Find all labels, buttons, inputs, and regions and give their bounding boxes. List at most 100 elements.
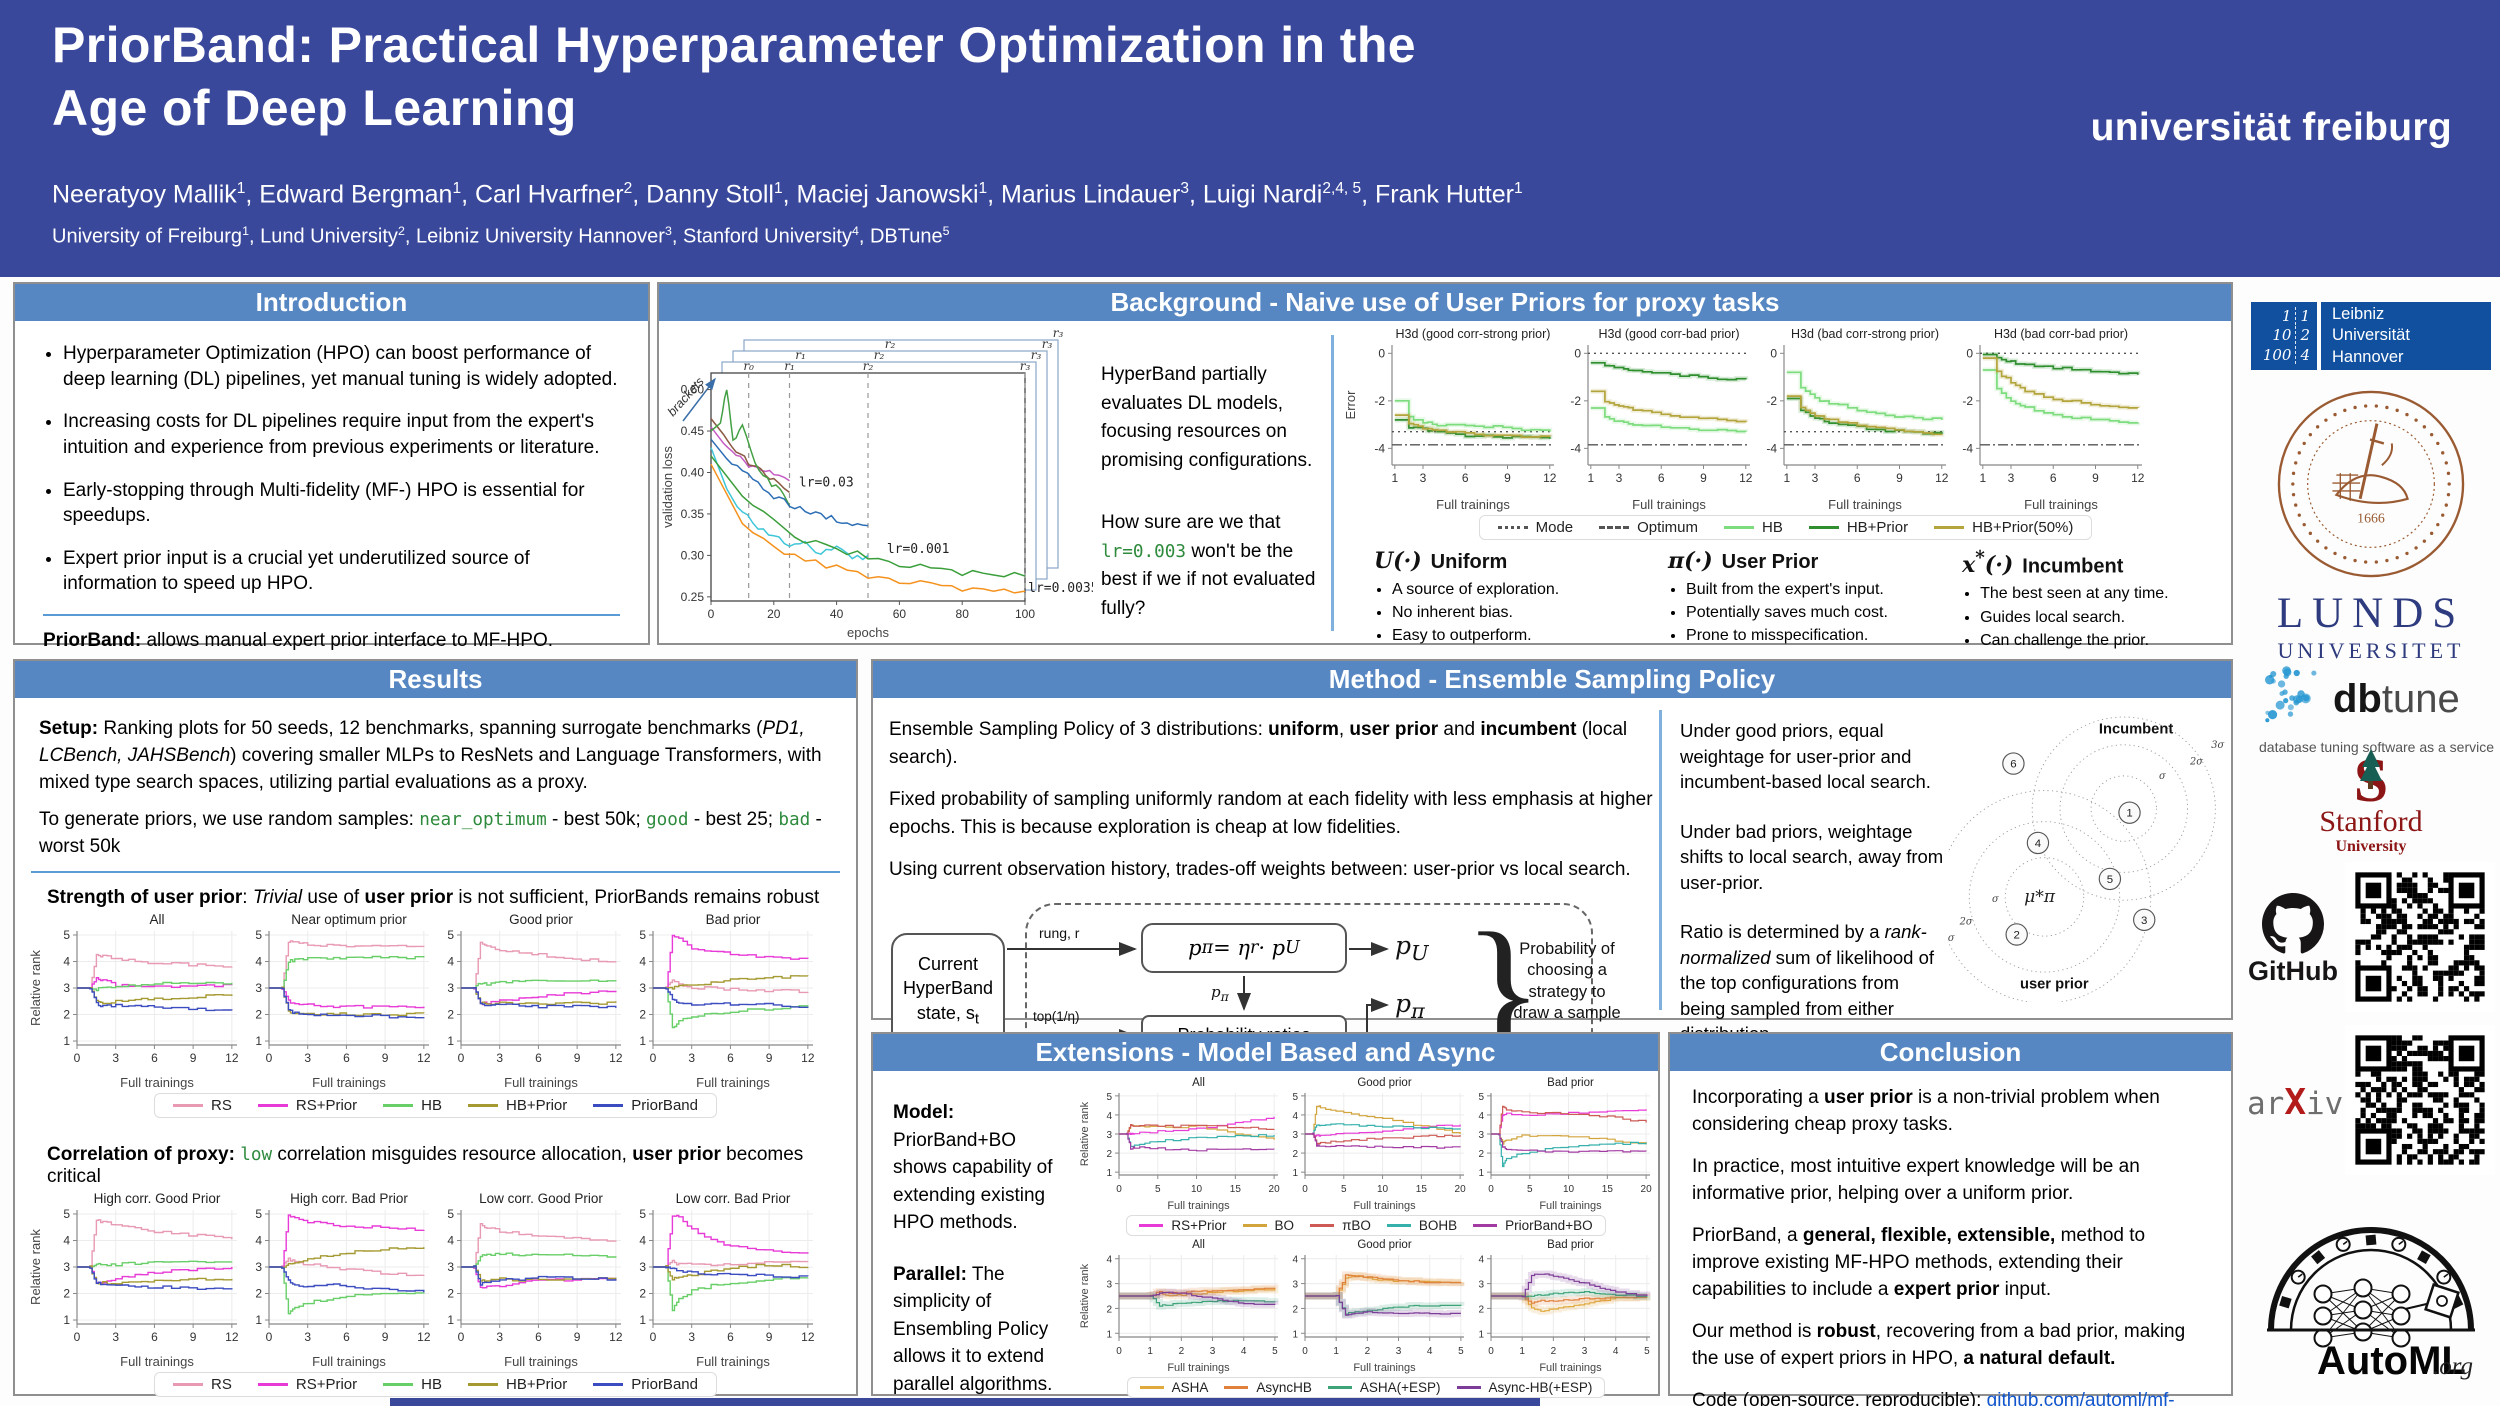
github-octocat-svg [2262, 892, 2324, 953]
conclusion-header: Conclusion [1670, 1034, 2231, 1071]
svg-text:3: 3 [1292, 1130, 1298, 1141]
svg-text:2: 2 [639, 1286, 646, 1300]
svg-text:High corr. Bad Prior: High corr. Bad Prior [290, 1191, 408, 1206]
svg-text:3: 3 [2141, 915, 2147, 927]
svg-text:Full trainings: Full trainings [1436, 497, 1510, 512]
svg-text:3σ: 3σ [1948, 933, 1955, 944]
svg-text:40: 40 [830, 607, 844, 621]
method-right-text: Under good priors, equal weightage for u… [1680, 720, 1944, 1044]
svg-text:0: 0 [1116, 1184, 1122, 1195]
poster-title-line2: Age of Deep Learning [52, 80, 577, 136]
rung-label: rung, r [1039, 924, 1080, 941]
distribution-uniform: U(·)Uniform A source of exploration. No … [1344, 548, 1638, 654]
dbtune-dots-svg [2264, 666, 2317, 723]
distribution-user-prior: π(·)User Prior Built from the expert's i… [1638, 548, 1932, 654]
method-para: Fixed probability of sampling uniformly … [889, 789, 1653, 838]
model-legend: RS+Prior BO πBO BOHB PriorBand+BO [1126, 1215, 1606, 1236]
svg-text:4: 4 [1106, 1111, 1112, 1122]
svg-text:1: 1 [447, 1313, 454, 1327]
top-configs-label1: top(1/η) [1033, 1008, 1080, 1024]
results-priors: To generate priors, we use random sample… [39, 808, 822, 857]
svg-text:5: 5 [447, 928, 454, 942]
svg-text:9: 9 [382, 1330, 389, 1344]
svg-text:6: 6 [1658, 471, 1665, 485]
svg-text:3: 3 [255, 981, 262, 995]
svg-text:1: 1 [2126, 808, 2132, 820]
svg-text:Full trainings: Full trainings [1828, 497, 1902, 512]
link[interactable]: github.com/automl/mf-prior-exp [1986, 1390, 2175, 1406]
svg-text:3: 3 [63, 981, 70, 995]
svg-text:5: 5 [1341, 1184, 1347, 1195]
legend-item: HB+Prior [467, 1097, 567, 1114]
chart-panel: 1 3 6 9 12 0 -2 -4 H3d (good corr-bad prior) Full… [1570, 327, 1753, 512]
parallel-legend: ASHA AsyncHB ASHA(+ESP) Async-HB(+ESP) [1126, 1376, 1606, 1398]
svg-text:4: 4 [2035, 838, 2042, 850]
svg-text:60: 60 [893, 607, 907, 621]
svg-text:0: 0 [266, 1330, 273, 1344]
distribution-incumbent: x*(·)Incumbent The best seen at any time… [1932, 548, 2226, 654]
svg-text:0.40: 0.40 [681, 465, 705, 479]
chart-panel: 1 3 6 9 12 0 -2 -4 H3d (bad corr-strong prior) Fu… [1766, 327, 1948, 512]
chart-panel: 0 5 10 15 20 1 2 3 4 5 All Full trainings Relative r… [1079, 1077, 1280, 1212]
legend-item: BOHB [1386, 1218, 1457, 1233]
correlation-legend: RS RS+Prior HB HB+Prior PriorBand [154, 1371, 717, 1397]
svg-text:2: 2 [2013, 930, 2019, 942]
header: PriorBand: Practical Hyperparameter Opti… [0, 0, 2500, 277]
svg-text:3: 3 [2008, 471, 2015, 485]
svg-text:0: 0 [708, 607, 715, 621]
svg-text:r₂: r₂ [874, 348, 885, 362]
svg-text:4: 4 [1292, 1254, 1298, 1265]
results-header: Results [15, 661, 856, 698]
svg-text:9: 9 [1504, 471, 1511, 485]
svg-text:6: 6 [2010, 759, 2016, 771]
svg-text:Good prior: Good prior [509, 912, 573, 927]
svg-text:5: 5 [1292, 1092, 1298, 1103]
svg-text:0.35: 0.35 [681, 507, 705, 521]
svg-text:6: 6 [1462, 471, 1469, 485]
svg-text:All: All [1192, 1077, 1205, 1089]
svg-text:4: 4 [639, 954, 646, 968]
legend-item: HB+Prior [1808, 519, 1908, 536]
svg-text:High corr. Good Prior: High corr. Good Prior [94, 1191, 221, 1206]
legend-item: Optimum [1599, 519, 1698, 536]
svg-text:All: All [1192, 1239, 1205, 1251]
dbtune-dots-icon [2259, 664, 2323, 735]
svg-text:3: 3 [639, 1260, 646, 1274]
svg-text:5: 5 [1644, 1346, 1650, 1357]
svg-text:20: 20 [767, 607, 781, 621]
stanford-icon: SStanfordUniversity [2245, 745, 2497, 862]
svg-text:5: 5 [2107, 874, 2113, 886]
svg-text:1: 1 [1783, 471, 1790, 485]
svg-text:100: 100 [1015, 607, 1035, 621]
hyperband-loss-chart: r₃ r₂ r₃ r₁ r₂ r₃ r₀ r₁ r₂ r₃ brackets 0 20 40 60 80 100… [659, 321, 1114, 645]
h3d-charts: 1 3 6 9 12 0 -2 -4 H3d (good corr-strong prior) F… [1344, 323, 2227, 515]
svg-text:0: 0 [1966, 346, 1973, 360]
method-header: Method - Ensemble Sampling Policy [873, 661, 2231, 698]
svg-text:20: 20 [1455, 1184, 1467, 1195]
brace-text: Probability of choosing a strategy to dr… [1513, 939, 1621, 1023]
qr-svg [2345, 1025, 2495, 1175]
svg-text:6: 6 [343, 1051, 350, 1065]
intro-bullet: Early-stopping through Multi-fidelity (M… [63, 478, 622, 529]
svg-text:1: 1 [447, 1034, 454, 1048]
svg-text:12: 12 [609, 1051, 623, 1065]
legend-item: PriorBand [593, 1376, 698, 1393]
lund-seal-icon: 1666 [2245, 388, 2497, 585]
svg-text:Full trainings: Full trainings [1632, 497, 1706, 512]
svg-text:5: 5 [1458, 1346, 1464, 1357]
svg-text:0: 0 [1302, 1346, 1308, 1357]
svg-text:12: 12 [1739, 471, 1753, 485]
svg-text:-2: -2 [1374, 394, 1385, 408]
svg-text:4: 4 [1241, 1346, 1247, 1357]
svg-text:9: 9 [1700, 471, 1707, 485]
svg-text:3: 3 [1478, 1130, 1484, 1141]
svg-text:1: 1 [1333, 1346, 1339, 1357]
svg-text:9: 9 [766, 1330, 773, 1344]
svg-text:4: 4 [1106, 1254, 1112, 1265]
user-prior-symbol: π(·) [1668, 548, 1713, 574]
